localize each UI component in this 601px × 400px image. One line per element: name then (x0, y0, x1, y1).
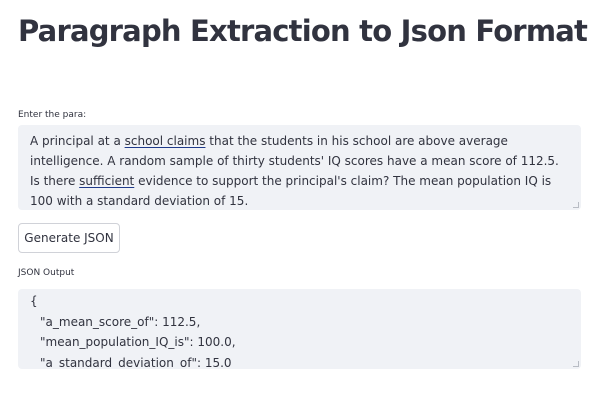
para-seg-2: that the students in his school are abov… (30, 134, 559, 188)
para-input-label: Enter the para: (18, 110, 87, 120)
json-line: "mean_population_IQ_is": 100.0, (40, 335, 236, 349)
para-seg-3: sufficient (79, 174, 135, 188)
json-resize-handle[interactable] (573, 361, 579, 367)
para-seg-0: A principal at a (30, 134, 125, 148)
generate-json-button[interactable]: Generate JSON (18, 223, 120, 253)
json-line: "a_standard_deviation_of": 15.0 (40, 355, 232, 370)
textarea-resize-handle[interactable] (573, 202, 579, 208)
json-output-box[interactable]: { "a_mean_score_of": 112.5, "mean_popula… (18, 289, 581, 369)
json-line: { (30, 294, 38, 308)
para-textarea[interactable]: A principal at a school claims that the … (18, 125, 581, 210)
para-seg-1: school claims (124, 134, 206, 148)
para-seg-4: evidence to support the principal's clai… (30, 174, 552, 208)
json-line: "a_mean_score_of": 112.5, (40, 314, 201, 329)
json-output-label: JSON Output (18, 268, 75, 278)
page-title: Paragraph Extraction to Json Format (18, 14, 588, 48)
